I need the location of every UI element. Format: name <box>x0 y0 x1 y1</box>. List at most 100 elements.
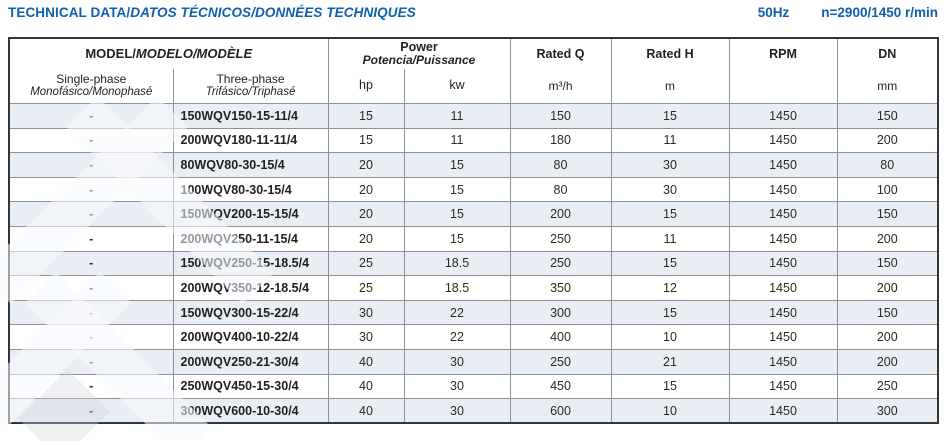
cell-rpm: 1450 <box>728 201 838 227</box>
cell-hp: 40 <box>327 348 405 375</box>
cell-kw: 15 <box>403 225 511 252</box>
table-row: -100WQV80-30-15/4 20 15 80 30 1450 100 <box>8 176 939 203</box>
cell-dn: 250 <box>836 373 939 400</box>
cell-dn: 200 <box>836 225 939 252</box>
rpm-unit <box>730 69 837 103</box>
cell-kw: 22 <box>403 324 511 350</box>
cell-rated-h: 10 <box>610 324 730 350</box>
cell-rpm: 1450 <box>728 299 838 326</box>
cell-rated-q: 180 <box>509 127 612 154</box>
cell-single-phase: - <box>8 250 174 277</box>
cell-single-phase: - <box>8 176 174 203</box>
cell-model: 200WQV250-21-30/4 <box>172 348 329 375</box>
model-group-header: MODEL/MODELO/MODÈLE <box>8 37 329 69</box>
table-row: -200WQV250-21-30/4 40 30 250 21 1450 200 <box>8 348 939 375</box>
cell-single-phase: - <box>8 373 174 400</box>
cell-hp: 40 <box>327 398 405 424</box>
frequency-label: 50Hz <box>757 5 790 20</box>
cell-hp: 20 <box>327 201 405 227</box>
cell-single-phase: - <box>8 152 174 178</box>
cell-rated-q: 250 <box>509 348 612 375</box>
cell-rated-h: 11 <box>610 225 730 252</box>
single-phase-label: Single-phase <box>56 71 127 86</box>
cell-kw: 15 <box>403 201 511 227</box>
cell-model: 150WQV300-15-22/4 <box>172 299 329 326</box>
cell-model: 100WQV80-30-15/4 <box>172 176 329 203</box>
cell-rated-q: 600 <box>509 398 612 424</box>
cell-hp: 20 <box>327 152 405 178</box>
table-row: -80WQV80-30-15/4 20 15 80 30 1450 80 <box>8 152 939 178</box>
cell-single-phase: - <box>8 127 174 154</box>
cell-kw: 15 <box>403 152 511 178</box>
cell-dn: 150 <box>836 201 939 227</box>
cell-hp: 25 <box>327 275 405 301</box>
cell-single-phase: - <box>8 348 174 375</box>
cell-dn: 300 <box>836 398 939 424</box>
cell-rated-h: 15 <box>610 103 730 129</box>
cell-rated-h: 10 <box>610 398 730 424</box>
power-group-header: Power Potencia/Puissance <box>327 37 511 69</box>
cell-model: 150WQV250-15-18.5/4 <box>172 250 329 277</box>
cell-model: 150WQV150-15-11/4 <box>172 103 329 129</box>
cell-model: 250WQV450-15-30/4 <box>172 373 329 400</box>
cell-rated-h: 30 <box>610 152 730 178</box>
cell-single-phase: - <box>8 398 174 424</box>
table-row: -200WQV250-11-15/4 20 15 250 11 1450 200 <box>8 225 939 252</box>
cell-rpm: 1450 <box>728 250 838 277</box>
three-phase-header: Three-phase Trifásico/Triphasé <box>172 68 329 104</box>
three-phase-label: Three-phase <box>216 71 285 86</box>
cell-rated-h: 12 <box>610 275 730 301</box>
title-translations: DATOS TÉCNICOS/DONNÉES TECHNIQUES <box>130 5 416 20</box>
cell-hp: 25 <box>327 250 405 277</box>
cell-rated-h: 30 <box>610 176 730 203</box>
cell-rated-q: 150 <box>509 103 612 129</box>
cell-single-phase: - <box>8 201 174 227</box>
cell-rpm: 1450 <box>728 127 838 154</box>
rated-h-label: Rated H <box>646 47 694 61</box>
header-group-row: MODEL/MODELO/MODÈLE Power Potencia/Puiss… <box>8 37 939 104</box>
cell-hp: 30 <box>327 299 405 326</box>
cell-rated-q: 350 <box>509 275 612 301</box>
table-row: -250WQV450-15-30/4 40 30 450 15 1450 250 <box>8 373 939 400</box>
cell-rated-q: 450 <box>509 373 612 400</box>
power-group-label-intl: Potencia/Puissance <box>362 53 476 68</box>
rated-q-label: Rated Q <box>536 47 585 61</box>
table-row: -150WQV200-15-15/4 20 15 200 15 1450 150 <box>8 201 939 227</box>
cell-rated-q: 250 <box>509 250 612 277</box>
table-row: -150WQV250-15-18.5/4 25 18.5 250 15 1450 150 <box>8 250 939 277</box>
cell-hp: 15 <box>327 127 405 154</box>
cell-model: 80WQV80-30-15/4 <box>172 152 329 178</box>
cell-dn: 200 <box>836 324 939 350</box>
power-group-label: Power <box>400 39 438 54</box>
cell-model: 200WQV350-12-18.5/4 <box>172 275 329 301</box>
cell-rated-h: 15 <box>610 299 730 326</box>
model-group-label-intl: MODELO/MODÈLE <box>135 46 253 62</box>
single-phase-label-intl: Monofásico/Monophasé <box>30 86 153 99</box>
rpm-header: RPM <box>728 37 838 104</box>
cell-rpm: 1450 <box>728 275 838 301</box>
table-row: -200WQV350-12-18.5/4 25 18.5 350 12 1450 200 <box>8 275 939 301</box>
cell-rpm: 1450 <box>728 348 838 375</box>
cell-rpm: 1450 <box>728 373 838 400</box>
cell-dn: 100 <box>836 176 939 203</box>
cell-kw: 18.5 <box>403 250 511 277</box>
title-english: TECHNICAL DATA/ <box>8 5 131 20</box>
cell-rpm: 1450 <box>728 398 838 424</box>
cell-dn: 150 <box>836 103 939 129</box>
cell-hp: 15 <box>327 103 405 129</box>
rated-q-header: Rated Q m³/h <box>509 37 612 104</box>
dn-header: DN mm <box>836 37 939 104</box>
cell-rated-h: 21 <box>610 348 730 375</box>
speed-label: n=2900/1450 r/min <box>821 5 938 20</box>
rated-h-header: Rated H m <box>610 37 730 104</box>
cell-kw: 11 <box>403 127 511 154</box>
cell-model: 200WQV400-10-22/4 <box>172 324 329 350</box>
page-header: TECHNICAL DATA/DATOS TÉCNICOS/DONNÉES TE… <box>8 5 938 20</box>
table-row: -150WQV300-15-22/4 30 22 300 15 1450 150 <box>8 299 939 326</box>
cell-rpm: 1450 <box>728 152 838 178</box>
hp-header: hp <box>327 68 405 104</box>
table-row: -200WQV180-11-11/4 15 11 180 11 1450 200 <box>8 127 939 154</box>
page-title: TECHNICAL DATA/DATOS TÉCNICOS/DONNÉES TE… <box>8 5 416 20</box>
cell-rpm: 1450 <box>728 176 838 203</box>
